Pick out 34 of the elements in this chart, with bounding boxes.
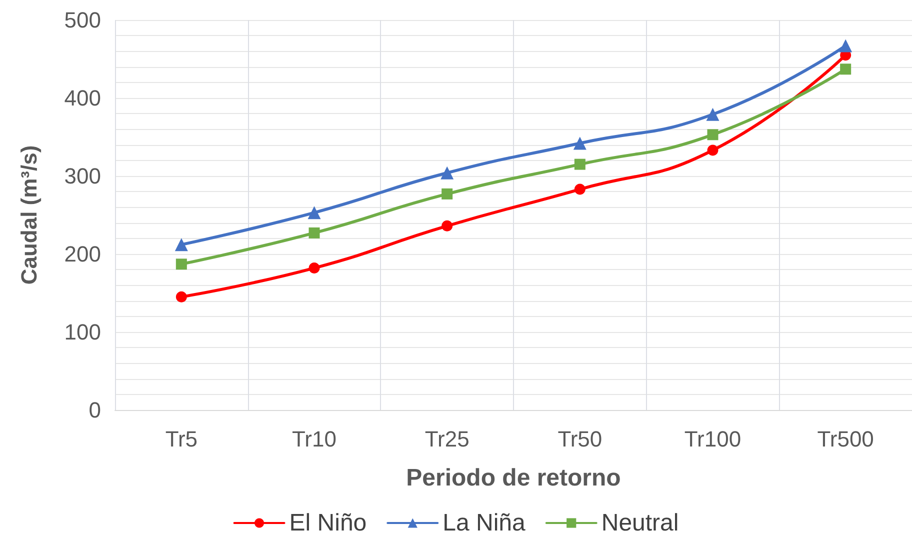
point (308, 227, 320, 238)
y-axis-title: Caudal (m³/s) (16, 145, 42, 285)
point (840, 64, 852, 75)
x-tick-label: Tr25 (424, 426, 470, 452)
point (839, 39, 852, 52)
y-tick-label: 0 (88, 398, 101, 422)
point (308, 262, 320, 274)
x-tick-label: Tr5 (165, 426, 198, 452)
point (574, 184, 586, 195)
point (176, 291, 187, 302)
point (442, 220, 453, 232)
x-tick-label: Tr50 (558, 426, 602, 452)
y-tick-label: 200 (64, 242, 101, 266)
legend-label: La Niña (442, 510, 526, 536)
point (308, 206, 321, 220)
point (176, 258, 187, 270)
point (706, 108, 720, 121)
y-tick-label: 300 (64, 164, 101, 188)
point (573, 136, 586, 150)
point (442, 188, 453, 200)
x-tick-label: Tr10 (292, 426, 336, 452)
point (440, 166, 454, 180)
legend-label: El Niño (289, 510, 367, 536)
x-tick-label: Tr500 (817, 426, 874, 452)
point (707, 144, 718, 156)
y-tick-label: 500 (64, 8, 101, 32)
x-tick-label: Tr100 (684, 426, 742, 452)
point (174, 238, 188, 252)
legend-label: Neutral (601, 510, 679, 536)
x-axis-title: Periodo de retorno (406, 464, 621, 492)
y-tick-label: 100 (64, 320, 101, 344)
point (707, 129, 718, 140)
point (574, 158, 586, 170)
y-tick-label: 400 (64, 86, 101, 110)
